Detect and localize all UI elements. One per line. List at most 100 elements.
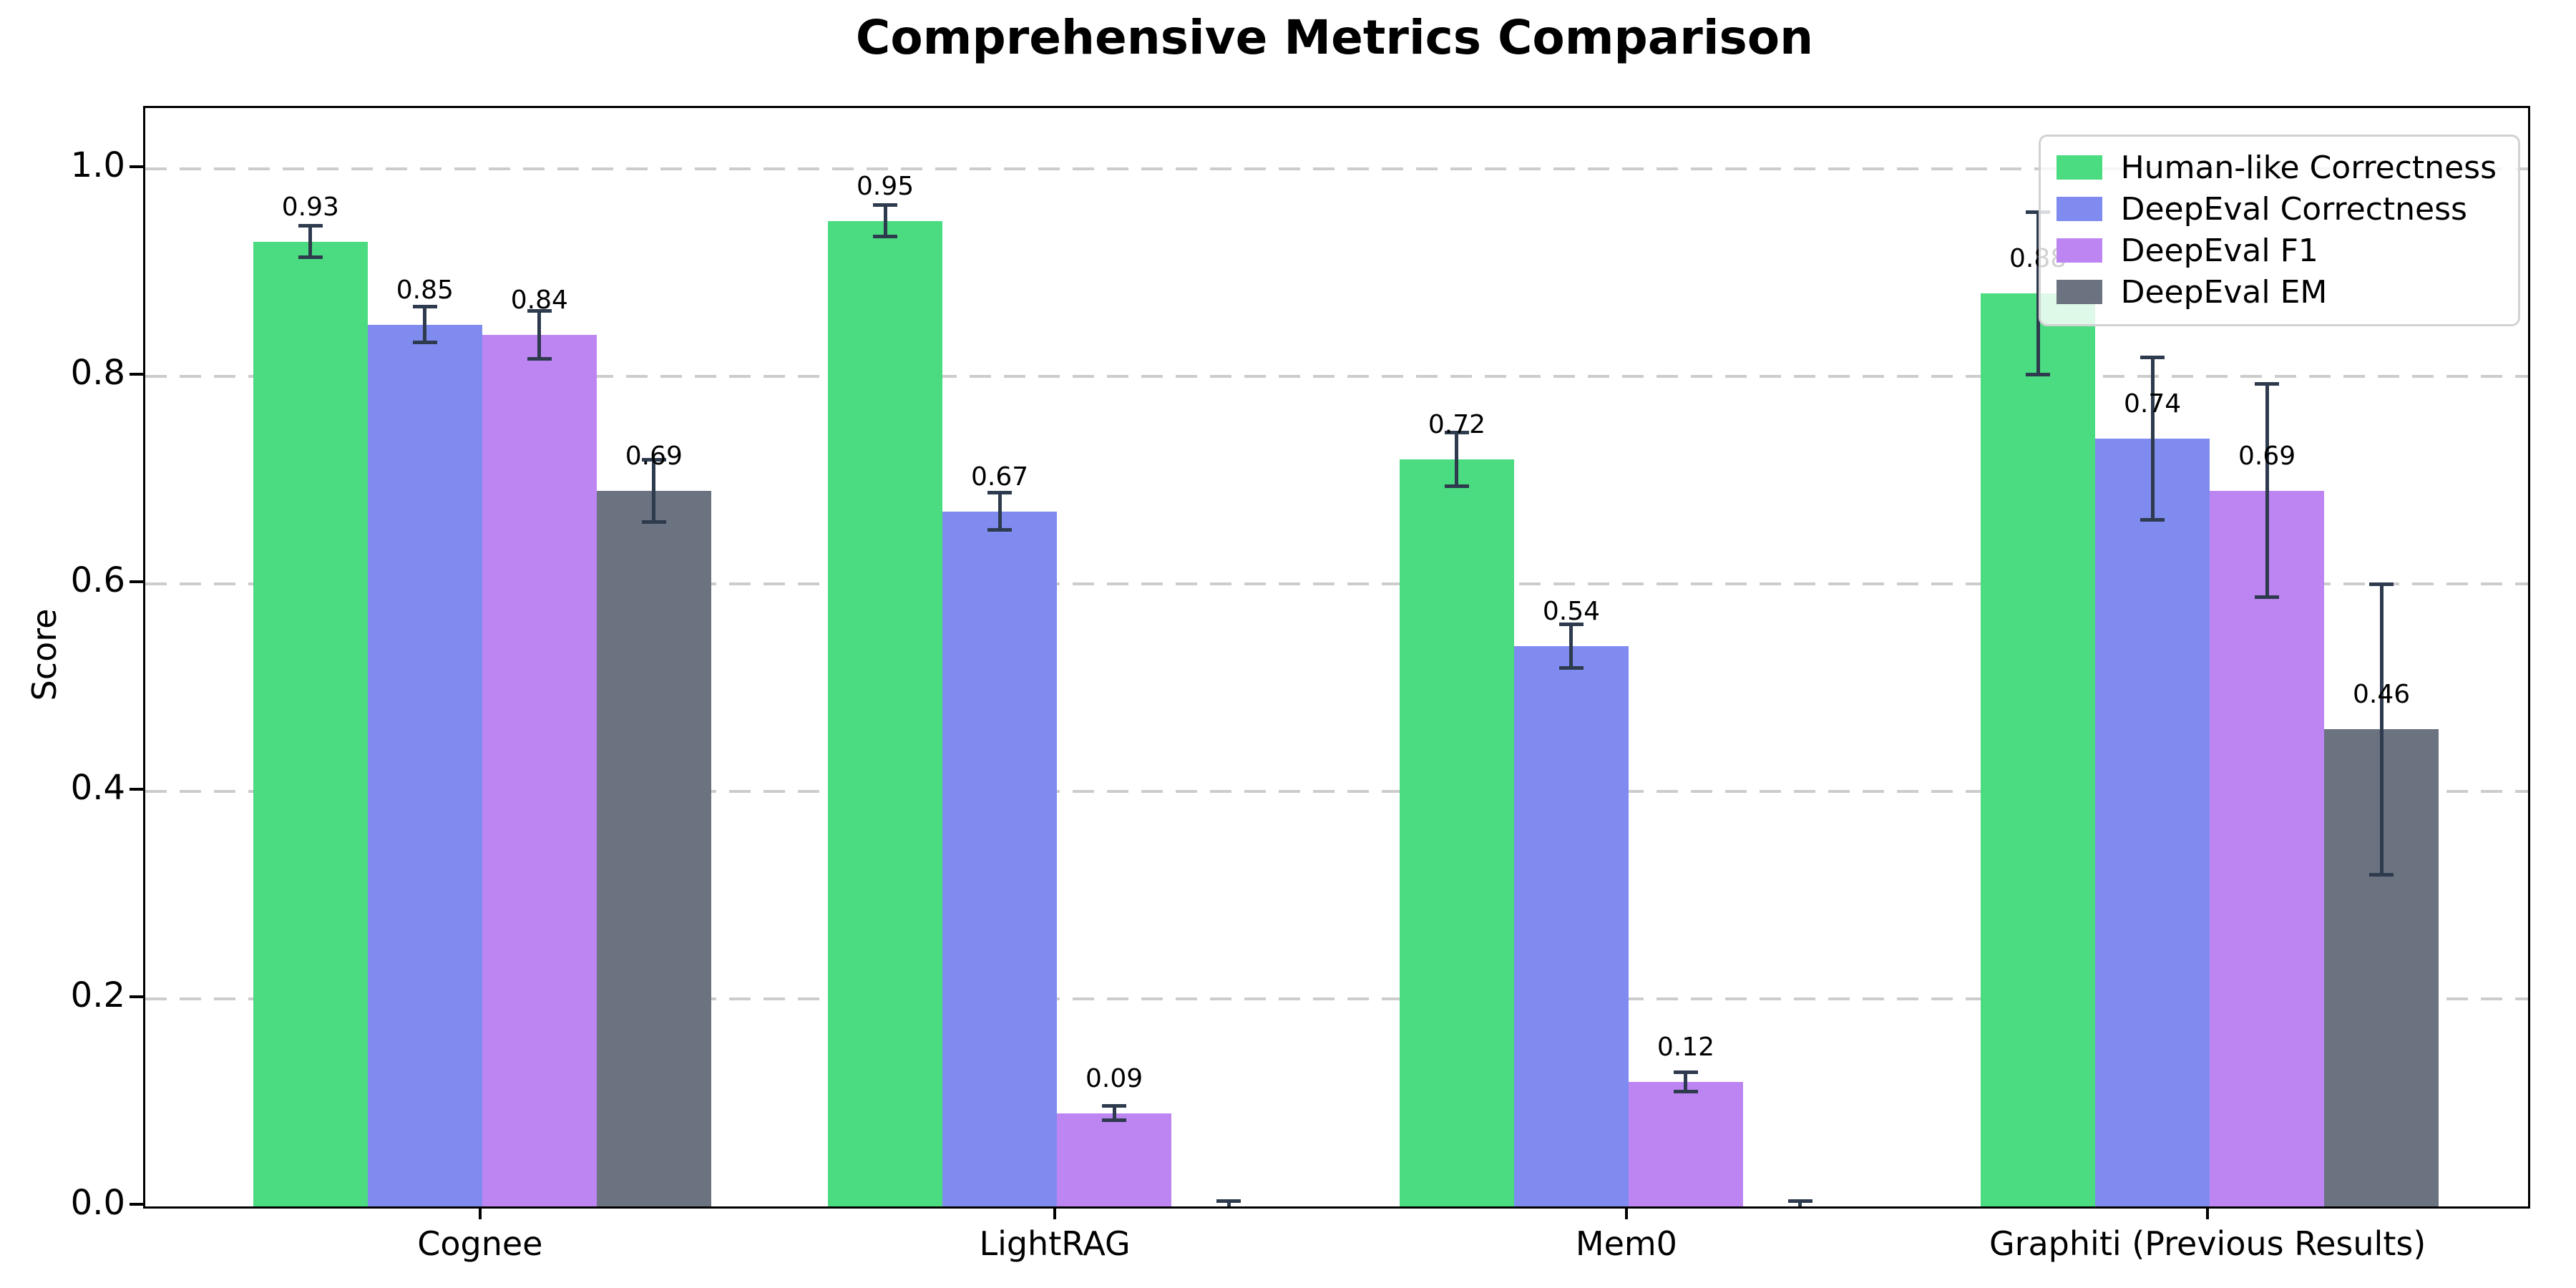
y-tick-label: 0.8 — [70, 353, 125, 393]
error-bar-cap-top — [987, 490, 1013, 494]
bar-value-label: 0.09 — [1085, 1063, 1143, 1093]
error-bar-cap-bottom — [1673, 1089, 1698, 1093]
error-bar-cap-bottom — [2026, 372, 2051, 376]
plot-area: Human-like Correctness DeepEval Correctne… — [143, 106, 2530, 1209]
legend-swatch-human-like-correctness — [2056, 155, 2102, 180]
bar — [2095, 439, 2210, 1206]
error-bar-line — [308, 225, 313, 258]
gridline — [145, 582, 2528, 585]
bar-value-label: 0.54 — [1542, 597, 1600, 626]
bar — [1513, 646, 1629, 1206]
error-bar-line — [2036, 212, 2040, 375]
bar — [1057, 1113, 1172, 1206]
bar-value-label: 0.12 — [1657, 1033, 1714, 1062]
y-tick-label: 1.0 — [70, 145, 125, 185]
gridline — [145, 997, 2528, 1000]
x-tick-mark — [1624, 1206, 1628, 1219]
legend-item: DeepEval EM — [2056, 271, 2497, 313]
legend-item: DeepEval Correctness — [2056, 188, 2497, 230]
bar-value-label: 0.69 — [625, 441, 683, 471]
error-bar-cap-top — [1102, 1103, 1127, 1108]
bar — [596, 490, 711, 1206]
error-bar-cap-bottom — [1444, 484, 1469, 489]
legend-swatch-deepeval-correctness — [2056, 197, 2102, 221]
bar-value-label: 0.69 — [2238, 441, 2296, 471]
gridline — [145, 790, 2528, 793]
error-bar-line — [883, 205, 887, 237]
error-bar-line — [1455, 432, 1459, 487]
bar-value-label: 0.67 — [970, 462, 1029, 492]
error-bar-cap-top — [1787, 1199, 1813, 1204]
error-bar-cap-top — [641, 457, 666, 462]
legend-label: DeepEval EM — [2120, 273, 2328, 311]
x-tick-label: Cognee — [417, 1224, 543, 1263]
y-tick-label: 0.2 — [70, 975, 125, 1015]
bar — [1628, 1082, 1743, 1206]
error-bar-line — [423, 306, 427, 343]
gridline — [145, 375, 2528, 378]
bar-value-label: 0.93 — [281, 192, 339, 222]
error-bar-cap-top — [298, 224, 323, 228]
bar — [1981, 293, 2096, 1206]
y-tick-mark — [130, 788, 143, 791]
error-bar-line — [537, 311, 542, 359]
gridline — [145, 167, 2528, 170]
error-bar-cap-top — [2255, 381, 2280, 386]
bar — [2210, 490, 2325, 1206]
bar — [482, 335, 597, 1206]
error-bar-line — [1798, 1201, 1802, 1206]
bar-value-label: 0.85 — [396, 275, 454, 305]
bar-value-label: 0.74 — [2124, 389, 2182, 419]
error-bar-cap-bottom — [1558, 665, 1584, 670]
error-bar-cap-bottom — [412, 340, 437, 344]
error-bar-line — [2379, 584, 2384, 874]
error-bar-line — [1226, 1201, 1231, 1206]
y-tick-mark — [130, 995, 143, 998]
legend-label: DeepEval Correctness — [2120, 190, 2467, 228]
bar — [367, 324, 482, 1206]
y-tick-label: 0.4 — [70, 768, 125, 808]
x-tick-label: Graphiti (Previous Results) — [1989, 1224, 2426, 1263]
x-tick-mark — [478, 1206, 482, 1219]
error-bar-cap-bottom — [527, 356, 552, 361]
error-bar-cap-top — [1444, 430, 1469, 434]
error-bar-line — [2265, 384, 2269, 597]
error-bar-cap-top — [1558, 623, 1584, 627]
x-tick-label: Mem0 — [1575, 1224, 1677, 1263]
bar — [1399, 459, 1514, 1206]
error-bar-cap-top — [1673, 1070, 1698, 1075]
bar-value-label: 0.95 — [856, 171, 914, 201]
legend-label: Human-like Correctness — [2120, 149, 2497, 186]
error-bar-line — [2150, 357, 2155, 520]
x-tick-label: LightRAG — [979, 1224, 1131, 1263]
error-bar-line — [997, 492, 1002, 530]
legend: Human-like Correctness DeepEval Correctne… — [2038, 135, 2520, 326]
legend-label: DeepEval F1 — [2120, 232, 2318, 269]
bar-value-label: 0.84 — [510, 286, 568, 315]
legend-swatch-deepeval-em — [2056, 280, 2102, 304]
x-tick-mark — [2206, 1206, 2210, 1219]
error-bar-cap-top — [2026, 210, 2051, 215]
chart-title: Comprehensive Metrics Comparison — [855, 10, 1814, 65]
legend-swatch-deepeval-f1 — [2056, 238, 2102, 263]
legend-item: DeepEval F1 — [2056, 230, 2497, 271]
error-bar-cap-bottom — [2140, 517, 2165, 522]
bar — [942, 511, 1058, 1206]
error-bar-cap-bottom — [641, 519, 666, 524]
error-bar-cap-top — [1216, 1199, 1241, 1204]
bar-value-label: 0.72 — [1428, 410, 1485, 439]
error-bar-cap-top — [2369, 582, 2394, 586]
y-tick-label: 0.6 — [70, 560, 125, 600]
error-bar-cap-top — [2140, 356, 2165, 360]
bar — [828, 220, 943, 1206]
y-tick-label: 0.0 — [70, 1183, 125, 1223]
y-tick-mark — [130, 1203, 143, 1206]
error-bar-line — [1569, 624, 1574, 668]
y-tick-mark — [130, 165, 143, 168]
error-bar-cap-top — [527, 309, 552, 313]
error-bar-cap-bottom — [1102, 1118, 1127, 1123]
legend-item: Human-like Correctness — [2056, 147, 2497, 188]
x-tick-mark — [1053, 1206, 1057, 1219]
y-tick-mark — [130, 373, 143, 376]
